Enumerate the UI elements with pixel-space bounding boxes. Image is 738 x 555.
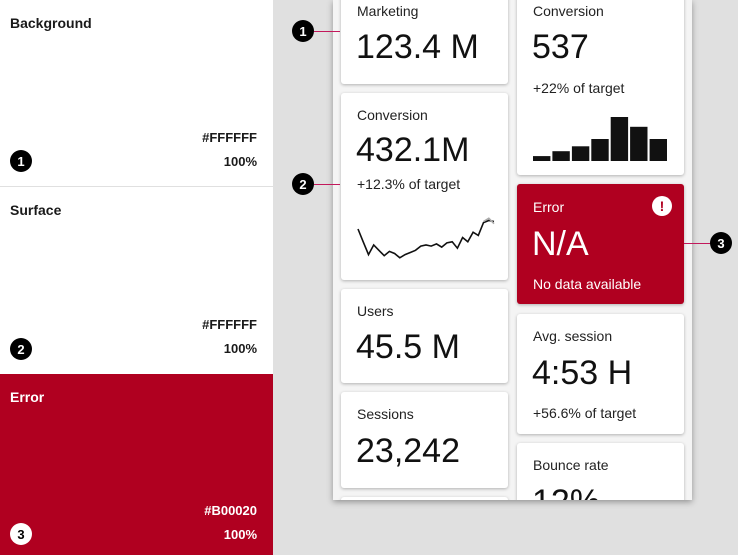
callout-badge: 3	[710, 232, 732, 254]
card-conversion-bars[interactable]: Conversion 537 +22% of target	[517, 0, 684, 175]
swatch-opacity: 100%	[223, 154, 257, 169]
card-value: 537	[532, 28, 589, 66]
callout-badge: 1	[292, 20, 314, 42]
card-subtext: +12.3% of target	[357, 176, 461, 192]
card-bounce-rate[interactable]: Bounce rate 12%	[517, 443, 684, 500]
card-value: 45.5 M	[356, 328, 460, 366]
card-label: Conversion	[357, 107, 428, 123]
swatch-error: Error #B00020 3 100%	[0, 374, 273, 555]
card-error[interactable]: Error ! N/A No data available	[517, 184, 684, 304]
swatch-number-badge: 1	[10, 150, 32, 172]
conversion-bar-chart	[533, 117, 667, 161]
card-label: Sessions	[357, 406, 414, 422]
swatch-background: Background #FFFFFF 1 100%	[0, 0, 273, 187]
card-marketing[interactable]: Marketing 123.4 M	[341, 0, 508, 84]
swatch-title: Background	[10, 15, 92, 31]
swatch-hex: #FFFFFF	[202, 317, 257, 332]
card-subtext: +22% of target	[533, 80, 625, 96]
card-value: 123.4 M	[356, 28, 479, 66]
line-series-conversion-forecast	[483, 217, 495, 225]
card-sessions[interactable]: Sessions 23,242	[341, 392, 508, 488]
bar-2	[552, 151, 570, 161]
card-value: 4:53 H	[532, 354, 633, 392]
card-value: N/A	[532, 225, 589, 263]
conversion-line-chart	[357, 217, 495, 259]
bar-6	[630, 126, 648, 161]
card-subtext: No data available	[533, 276, 642, 292]
swatch-title: Surface	[10, 202, 62, 218]
callout-line	[684, 243, 712, 244]
card-value: 23,242	[356, 432, 460, 470]
callout-badge: 2	[292, 173, 314, 195]
card-label: Avg. session	[533, 328, 613, 344]
swatch-hex: #FFFFFF	[202, 130, 257, 145]
card-label: Users	[357, 303, 394, 319]
bar-4	[591, 139, 609, 161]
swatch-number-badge: 3	[10, 523, 32, 545]
swatch-title: Error	[10, 389, 45, 405]
line-series-conversion-trend	[357, 219, 495, 259]
card-label: Conversion	[533, 3, 604, 19]
callout-line	[314, 31, 340, 32]
card-users[interactable]: Users 45.5 M	[341, 289, 508, 383]
bar-7	[649, 139, 667, 161]
bar-1	[533, 156, 551, 161]
card-value: 12%	[532, 483, 600, 500]
card-avg-session[interactable]: Avg. session 4:53 H +56.6% of target	[517, 314, 684, 434]
card-partial[interactable]	[341, 497, 508, 500]
swatch-surface: Surface #FFFFFF 2 100%	[0, 187, 273, 374]
swatch-number-badge: 2	[10, 338, 32, 360]
bar-5	[610, 117, 629, 161]
card-value: 432.1M	[356, 131, 470, 169]
swatch-opacity: 100%	[223, 341, 257, 356]
exclamation-icon: !	[652, 196, 672, 216]
bar-3	[571, 146, 590, 161]
swatch-hex: #B00020	[204, 503, 257, 518]
callout-line	[314, 184, 340, 185]
swatch-opacity: 100%	[223, 527, 257, 542]
card-label: Bounce rate	[533, 457, 609, 473]
card-label: Error	[533, 199, 565, 215]
card-conversion-trend[interactable]: Conversion 432.1M +12.3% of target	[341, 93, 508, 280]
card-label: Marketing	[357, 3, 419, 19]
card-subtext: +56.6% of target	[533, 405, 637, 421]
dashboard-screen: Marketing 123.4 M Conversion 432.1M +12.…	[333, 0, 692, 500]
